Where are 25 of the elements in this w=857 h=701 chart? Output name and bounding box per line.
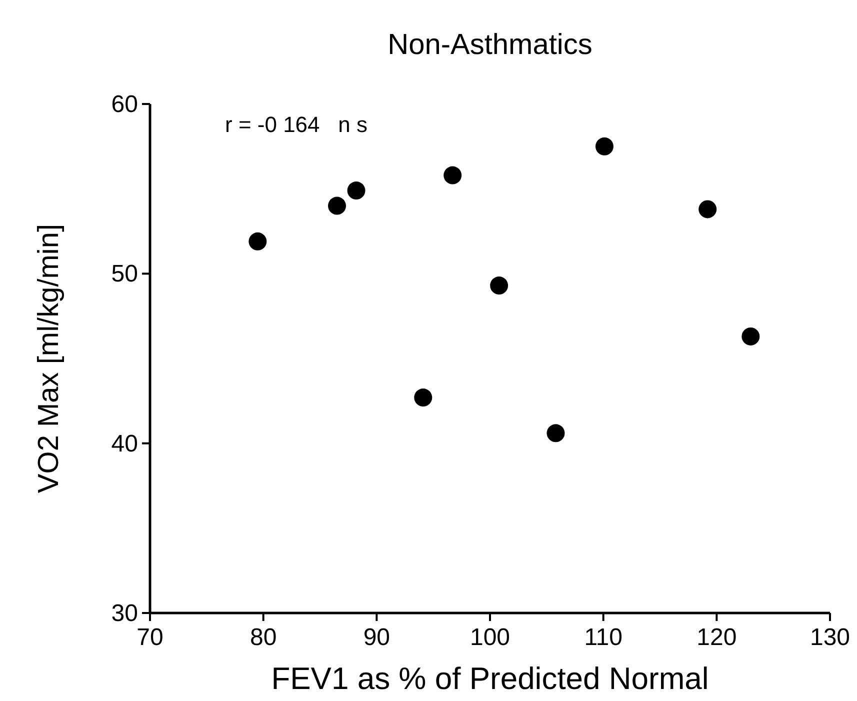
x-tick-label: 90 [363, 624, 390, 651]
annotation: r = -0 164 n s [225, 112, 368, 137]
point [595, 137, 614, 156]
y-tick-label: 40 [111, 430, 138, 458]
point [414, 388, 432, 407]
point [698, 200, 717, 218]
x-tick-label: 110 [584, 624, 622, 651]
x-tick-label: 100 [470, 624, 510, 651]
point [444, 166, 462, 184]
y-tick-label: 50 [111, 260, 138, 288]
x-tick-label: 130 [810, 624, 850, 651]
y-axis-title: VO2 Max [ml/kg/min] [33, 224, 65, 494]
point [490, 276, 508, 295]
x-tick-label: 70 [136, 624, 164, 651]
x-tick-label: 80 [250, 624, 277, 651]
point [742, 327, 760, 346]
point [328, 196, 346, 215]
x-tick-label: 120 [696, 624, 737, 651]
x-axis-title: FEV1 as % of Predicted Normal [271, 661, 709, 696]
point [248, 232, 267, 250]
chart-title: Non-Asthmatics [388, 29, 592, 61]
y-tick-label: 60 [111, 91, 138, 118]
point [546, 424, 565, 442]
y-tick-label: 30 [111, 600, 138, 627]
point [347, 182, 366, 200]
